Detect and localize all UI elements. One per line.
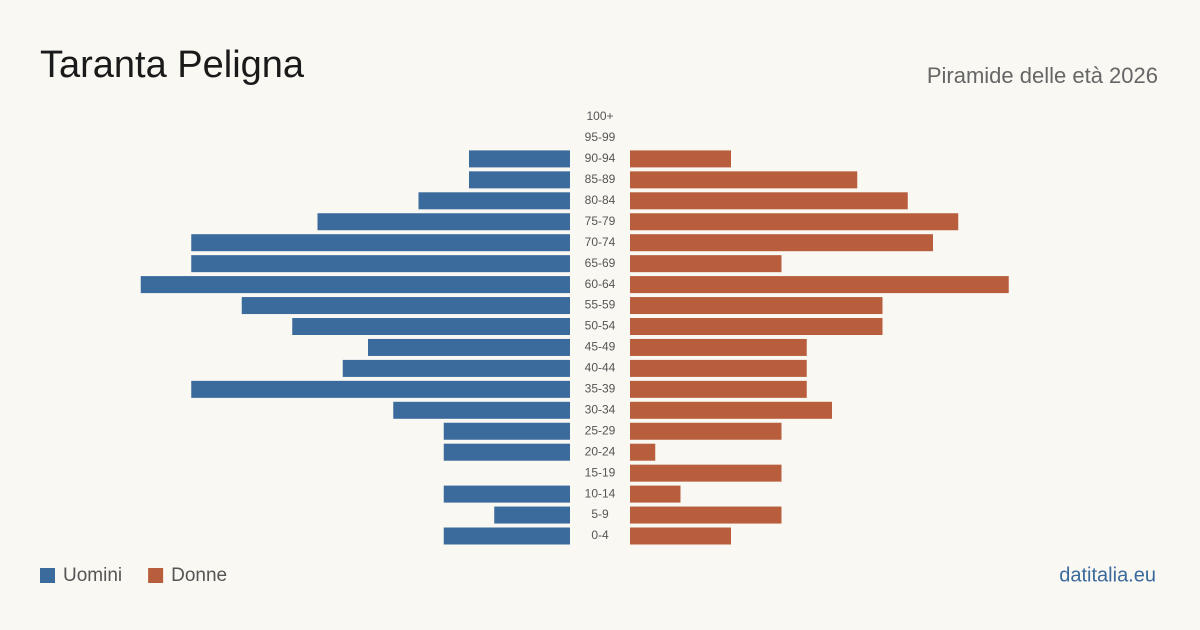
- age-label: 15-19: [585, 465, 616, 479]
- bar: [630, 485, 681, 503]
- age-label: 30-34: [585, 402, 616, 416]
- bar: [630, 506, 782, 524]
- chart-subtitle: Piramide delle età 2026: [927, 63, 1158, 88]
- bar: [630, 192, 908, 210]
- bar: [630, 150, 731, 168]
- bar: [418, 192, 570, 210]
- bar: [630, 338, 807, 356]
- age-label: 25-29: [585, 423, 616, 437]
- age-label: 65-69: [585, 256, 616, 270]
- age-label: 50-54: [585, 319, 616, 333]
- age-label: 10-14: [585, 486, 616, 500]
- age-label: 45-49: [585, 340, 616, 354]
- age-label: 5-9: [591, 507, 609, 521]
- bar: [292, 318, 570, 335]
- legend-label: Donne: [171, 565, 227, 586]
- age-label: 70-74: [585, 235, 616, 249]
- age-label: 40-44: [585, 361, 616, 375]
- age-label: 100+: [586, 109, 613, 123]
- bar: [630, 318, 883, 335]
- bar: [393, 401, 570, 419]
- bar: [368, 338, 570, 356]
- age-label: 90-94: [585, 151, 616, 165]
- bar: [630, 401, 832, 419]
- bar: [630, 255, 782, 273]
- bar: [443, 443, 570, 461]
- bar: [317, 213, 570, 231]
- age-label: 75-79: [585, 214, 616, 228]
- bar: [469, 171, 570, 189]
- age-label: 80-84: [585, 193, 616, 207]
- bar: [630, 213, 959, 231]
- chart-title: Taranta Peligna: [40, 44, 305, 86]
- bar: [140, 276, 570, 294]
- bar: [630, 297, 883, 315]
- age-label: 0-4: [591, 528, 609, 542]
- bar: [469, 150, 570, 168]
- age-label: 60-64: [585, 277, 616, 291]
- bar: [443, 527, 570, 545]
- age-label: 35-39: [585, 382, 616, 396]
- bar: [191, 234, 570, 252]
- age-label: 20-24: [585, 444, 616, 458]
- bar: [630, 527, 731, 545]
- bar: [630, 276, 1009, 294]
- bar: [191, 255, 570, 273]
- age-label: 95-99: [585, 130, 616, 144]
- bar: [630, 234, 933, 252]
- bar: [630, 359, 807, 377]
- bar: [630, 464, 782, 482]
- bar: [342, 359, 570, 377]
- source: datitalia.eu: [1059, 564, 1156, 586]
- legend-swatch: [148, 568, 164, 583]
- legend-label: Uomini: [63, 565, 122, 586]
- bar: [443, 485, 570, 503]
- legend-swatch: [40, 568, 55, 583]
- bar: [494, 506, 570, 524]
- bar: [241, 297, 570, 315]
- bar: [630, 380, 807, 398]
- bar: [630, 443, 656, 461]
- bar: [630, 171, 858, 189]
- bar: [443, 422, 570, 440]
- age-label: 85-89: [585, 172, 616, 186]
- bar: [630, 422, 782, 440]
- age-label: 55-59: [585, 298, 616, 312]
- bar: [191, 380, 570, 398]
